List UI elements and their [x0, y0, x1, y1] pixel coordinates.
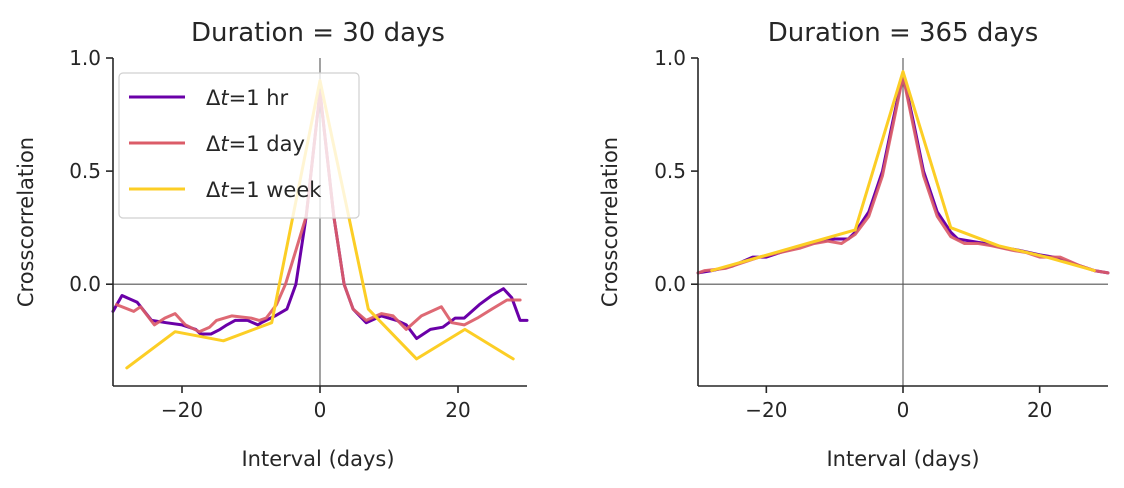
x-tick-label: 20 — [1027, 398, 1052, 422]
legend: Δt=1 hr Δt=1 day Δt=1 week — [118, 72, 360, 219]
x-tick-label: −20 — [745, 398, 787, 422]
x-axis-label: Interval (days) — [826, 447, 979, 471]
legend-box — [118, 72, 360, 219]
y-tick-label: 1.0 — [69, 46, 101, 70]
x-tick-label: 20 — [445, 398, 470, 422]
series-line-week — [710, 70, 1096, 273]
y-axis-label: Crosscorrelation — [14, 137, 38, 307]
legend-label: Δt=1 day — [206, 132, 305, 156]
y-tick-label: 0.5 — [69, 159, 101, 183]
panel-duration-365-days: Duration = 365 days Crosscorrelation Int… — [598, 18, 1110, 471]
y-tick-label: 1.0 — [654, 46, 686, 70]
series-lines — [696, 70, 1110, 275]
chart-title: Duration = 365 days — [768, 18, 1039, 48]
legend-label: Δt=1 hr — [206, 86, 289, 110]
axes-spines — [697, 58, 1108, 387]
x-axis-label: Interval (days) — [241, 447, 394, 471]
axes-spines — [112, 58, 527, 387]
y-tick-label: 0.0 — [654, 272, 686, 296]
x-tick-label: 0 — [314, 398, 327, 422]
y-axis-label: Crosscorrelation — [598, 137, 622, 307]
y-tick-label: 0.5 — [654, 159, 686, 183]
chart-title: Duration = 30 days — [191, 18, 445, 48]
panel-duration-30-days: Duration = 30 days Crosscorrelation Inte… — [14, 18, 529, 471]
x-tick-label: −20 — [161, 398, 203, 422]
x-tick-label: 0 — [897, 398, 910, 422]
reference-lines — [698, 58, 1108, 386]
y-tick-label: 0.0 — [69, 272, 101, 296]
ticks: −20 0 20 0.0 0.5 1.0 — [654, 46, 1052, 422]
series-line-day — [115, 90, 522, 334]
ticks: −20 0 20 0.0 0.5 1.0 — [69, 46, 471, 422]
legend-label: Δt=1 week — [206, 178, 322, 202]
